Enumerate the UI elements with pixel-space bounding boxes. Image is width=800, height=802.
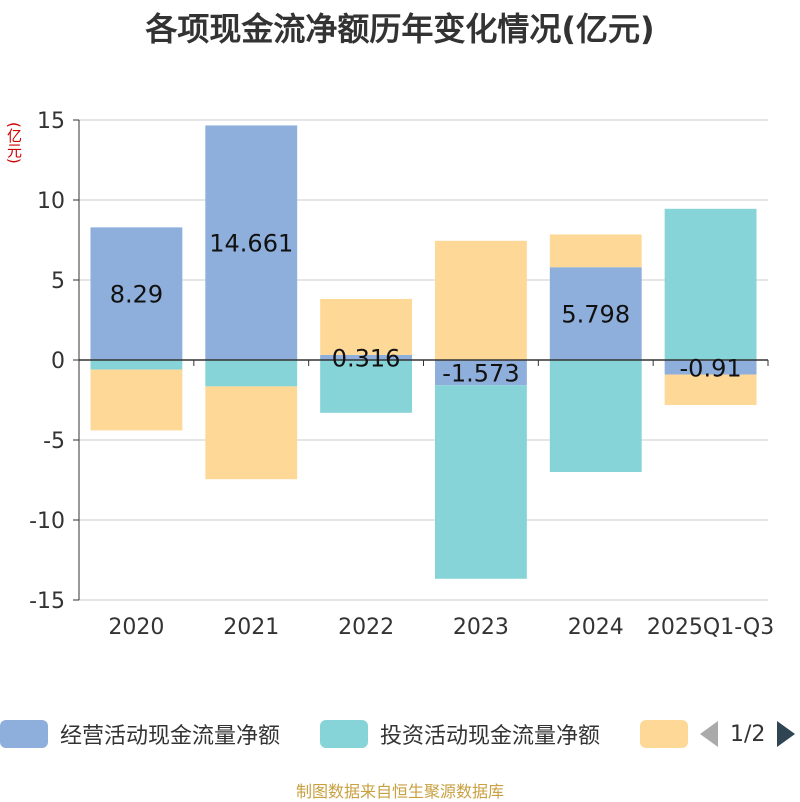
bar-investing xyxy=(664,208,757,360)
bar-operating xyxy=(549,267,642,360)
y-tick-label: -15 xyxy=(29,589,65,614)
bar-value-label: -1.573 xyxy=(442,360,519,388)
bar-financing xyxy=(205,386,298,480)
bar-value-label: -0.91 xyxy=(680,354,742,382)
y-tick-label: 15 xyxy=(37,109,65,134)
legend: 经营活动现金流量净额 投资活动现金流量净额 1/2 xyxy=(0,714,800,754)
x-tick-label: 2020 xyxy=(108,615,164,640)
bar-value-label: 0.316 xyxy=(332,344,401,372)
bar-financing xyxy=(90,369,183,431)
bar-value-label: 8.29 xyxy=(110,281,163,309)
x-tick-label: 2025Q1-Q3 xyxy=(647,615,774,640)
bar-financing xyxy=(664,374,757,405)
grid-lines xyxy=(79,119,768,601)
bar-investing xyxy=(549,360,642,472)
bar-investing xyxy=(205,360,298,387)
bar-operating xyxy=(434,360,527,386)
legend-item-operating[interactable]: 经营活动现金流量净额 xyxy=(0,714,280,754)
bar-operating xyxy=(320,354,413,360)
chart-title: 各项现金流净额历年变化情况(亿元) xyxy=(145,10,655,48)
bar-value-label: 5.798 xyxy=(561,301,630,329)
legend-swatch-operating xyxy=(0,720,48,748)
bar-financing xyxy=(320,298,413,355)
x-tick-label: 2024 xyxy=(568,615,624,640)
axes: 15 10 5 0 -5 -10 -15 2020 2021 2022 2023 2024 2025Q1… xyxy=(29,109,774,640)
bar-financing xyxy=(434,240,527,360)
bar-investing xyxy=(434,385,527,579)
y-axis-unit-label: (亿元) xyxy=(5,122,23,164)
x-tick-label: 2023 xyxy=(453,615,509,640)
legend-swatch-investing xyxy=(320,720,368,748)
legend-pager: 1/2 xyxy=(700,714,796,754)
bar-investing xyxy=(90,360,183,370)
y-tick-label: 5 xyxy=(51,269,65,294)
legend-label-operating: 经营活动现金流量净额 xyxy=(60,724,281,749)
bar-series xyxy=(90,125,757,579)
legend-swatch-financing xyxy=(640,720,688,748)
bar-financing xyxy=(549,234,642,268)
stacked-bar-chart: 15 10 5 0 -5 -10 -15 2020 2021 2022 2023 2024 2025Q1… xyxy=(29,109,774,640)
y-tick-label: 10 xyxy=(37,189,65,214)
pager-next-icon[interactable] xyxy=(777,721,796,747)
pager-prev-icon[interactable] xyxy=(700,721,718,747)
y-tick-label: 0 xyxy=(51,349,65,374)
legend-item-financing[interactable] xyxy=(640,714,700,754)
y-tick-label: -5 xyxy=(43,429,65,454)
y-tick-label: -10 xyxy=(29,509,65,534)
x-tick-label: 2021 xyxy=(223,615,279,640)
pager-page-indicator: 1/2 xyxy=(730,721,766,747)
bar-operating xyxy=(90,227,183,360)
source-note: 制图数据来自恒生聚源数据库 xyxy=(295,782,504,801)
x-tick-label: 2022 xyxy=(338,615,394,640)
bar-investing xyxy=(320,360,413,413)
legend-label-investing: 投资活动现金流量净额 xyxy=(380,724,601,749)
bar-operating xyxy=(664,360,757,375)
bar-value-label: 14.661 xyxy=(209,230,293,258)
legend-item-investing[interactable]: 投资活动现金流量净额 xyxy=(320,714,600,754)
bar-operating xyxy=(205,125,298,360)
data-labels: 8.29 14.661 0.316 -1.573 5.798 -0.91 xyxy=(110,230,742,388)
